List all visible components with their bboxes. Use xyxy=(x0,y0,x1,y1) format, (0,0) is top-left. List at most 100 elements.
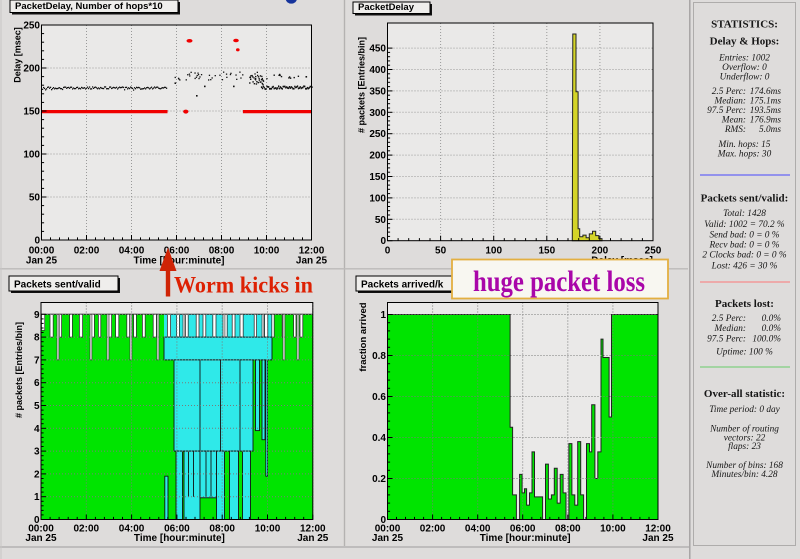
svg-text:450: 450 xyxy=(369,44,386,55)
svg-text:Lost: 426 = 30 %: Lost: 426 = 30 % xyxy=(711,262,778,272)
svg-text:100: 100 xyxy=(23,150,40,161)
svg-text:02:00: 02:00 xyxy=(420,524,446,535)
svg-text:PacketDelay: PacketDelay xyxy=(358,2,415,13)
svg-text:250: 250 xyxy=(23,21,40,32)
svg-text:Min. hops: 15: Min. hops: 15 xyxy=(718,140,771,150)
svg-text:Valid: 1002 = 70.2 %: Valid: 1002 = 70.2 % xyxy=(704,220,785,230)
svg-text:193.5ms: 193.5ms xyxy=(750,106,782,116)
svg-text:Jan 25: Jan 25 xyxy=(25,533,57,544)
svg-text:# packets [Entries/bin]: # packets [Entries/bin] xyxy=(357,37,367,133)
svg-text:250: 250 xyxy=(369,129,386,140)
svg-text:Over-all statistic:: Over-all statistic: xyxy=(704,388,785,400)
svg-text:Underflow: 0: Underflow: 0 xyxy=(720,72,770,83)
svg-text:00:00: 00:00 xyxy=(28,524,54,535)
svg-text:200: 200 xyxy=(592,246,609,257)
svg-text:100.0%: 100.0% xyxy=(752,335,781,345)
svg-text:10:00: 10:00 xyxy=(254,246,280,257)
svg-text:Time [hour:minute]: Time [hour:minute] xyxy=(134,533,225,544)
svg-text:Jan 25: Jan 25 xyxy=(372,533,404,544)
svg-text:Max. hops: 30: Max. hops: 30 xyxy=(717,150,772,160)
svg-text:Packets arrived/k: Packets arrived/k xyxy=(361,280,444,291)
svg-text:50: 50 xyxy=(375,215,387,226)
svg-text:Jan 25: Jan 25 xyxy=(297,533,329,544)
svg-text:02:00: 02:00 xyxy=(74,524,100,535)
svg-text:Packets lost:: Packets lost: xyxy=(715,298,774,310)
svg-text:97.5 Perc:: 97.5 Perc: xyxy=(707,335,746,345)
svg-text:0: 0 xyxy=(380,236,386,247)
svg-text:# packets [Entries/bin]: # packets [Entries/bin] xyxy=(14,322,24,418)
svg-text:08:00: 08:00 xyxy=(209,246,235,257)
svg-text:0: 0 xyxy=(385,246,391,257)
svg-text:250: 250 xyxy=(645,246,662,257)
svg-text:04:00: 04:00 xyxy=(465,524,491,535)
svg-text:Minutes/bin: 4.28: Minutes/bin: 4.28 xyxy=(710,470,777,480)
svg-text:Number of bins: 168: Number of bins: 168 xyxy=(705,460,783,471)
svg-text:0: 0 xyxy=(34,236,40,247)
svg-text:8: 8 xyxy=(34,333,40,344)
svg-text:vectors: 22: vectors: 22 xyxy=(724,434,766,444)
svg-text:Recv bad: 0 = 0 %: Recv bad: 0 = 0 % xyxy=(708,241,779,251)
svg-text:400: 400 xyxy=(369,65,386,76)
svg-text:10:00: 10:00 xyxy=(600,524,626,535)
svg-text:STATISTICS:: STATISTICS: xyxy=(711,19,778,31)
svg-text:Time period: 0 day: Time period: 0 day xyxy=(709,405,780,415)
svg-text:350: 350 xyxy=(369,86,386,97)
svg-text:300: 300 xyxy=(369,108,386,119)
svg-text:175.1ms: 175.1ms xyxy=(750,97,782,107)
svg-text:200: 200 xyxy=(369,151,386,162)
svg-text:0: 0 xyxy=(34,515,40,526)
svg-text:0: 0 xyxy=(380,515,386,526)
svg-text:00:00: 00:00 xyxy=(29,246,55,257)
svg-text:150: 150 xyxy=(23,107,40,118)
svg-text:Jan 25: Jan 25 xyxy=(26,256,58,267)
svg-text:0.0%: 0.0% xyxy=(762,314,782,324)
svg-text:6: 6 xyxy=(34,378,40,389)
svg-text:100: 100 xyxy=(369,193,386,204)
svg-text:Number of routing: Number of routing xyxy=(709,424,779,435)
svg-text:Entries: 1002: Entries: 1002 xyxy=(718,54,770,64)
svg-text:150: 150 xyxy=(538,246,555,257)
svg-text:Overflow: 0: Overflow: 0 xyxy=(722,62,767,73)
svg-text:200: 200 xyxy=(23,64,40,75)
svg-text:1: 1 xyxy=(34,492,40,503)
svg-text:5.0ms: 5.0ms xyxy=(759,125,781,135)
svg-text:06:00: 06:00 xyxy=(164,524,190,535)
svg-text:RMS:: RMS: xyxy=(724,125,746,135)
svg-text:Send bad: 0 = 0 %: Send bad: 0 = 0 % xyxy=(709,231,779,241)
svg-text:huge packet loss: huge packet loss xyxy=(473,265,645,298)
svg-text:Mean:: Mean: xyxy=(721,116,746,126)
svg-text:Median:: Median: xyxy=(714,97,747,107)
svg-text:2.5 Perc:: 2.5 Perc: xyxy=(712,314,746,324)
svg-text:Uptime: 100 %: Uptime: 100 % xyxy=(716,348,773,358)
svg-text:9: 9 xyxy=(34,310,40,321)
svg-text:06:00: 06:00 xyxy=(164,246,190,257)
svg-text:50: 50 xyxy=(435,246,447,257)
svg-text:0.6: 0.6 xyxy=(372,392,386,403)
svg-text:flaps: 23: flaps: 23 xyxy=(728,441,761,452)
svg-text:7: 7 xyxy=(34,355,40,366)
svg-text:0.8: 0.8 xyxy=(372,351,386,362)
svg-text:12:00: 12:00 xyxy=(300,524,326,535)
svg-text:3: 3 xyxy=(34,447,40,458)
svg-text:Median:: Median: xyxy=(714,324,747,334)
svg-text:4: 4 xyxy=(34,424,40,435)
svg-text:2: 2 xyxy=(34,469,40,480)
svg-text:02:00: 02:00 xyxy=(74,246,100,257)
svg-text:Total: 1428: Total: 1428 xyxy=(723,209,766,219)
svg-text:100: 100 xyxy=(485,246,502,257)
svg-text:5: 5 xyxy=(34,401,40,412)
svg-text:1: 1 xyxy=(380,310,386,321)
svg-text:Time [hour:minute]: Time [hour:minute] xyxy=(134,256,225,267)
svg-text:Packets sent/valid: Packets sent/valid xyxy=(14,280,101,291)
svg-text:50: 50 xyxy=(29,193,41,204)
svg-text:Jan 25: Jan 25 xyxy=(642,533,674,544)
svg-text:0.4: 0.4 xyxy=(372,433,386,444)
svg-text:174.6ms: 174.6ms xyxy=(750,87,782,97)
svg-text:10:00: 10:00 xyxy=(255,524,281,535)
svg-text:Delay & Hops:: Delay & Hops: xyxy=(710,36,780,48)
svg-text:00:00: 00:00 xyxy=(375,524,401,535)
svg-text:Delay [msec]: Delay [msec] xyxy=(13,27,23,83)
svg-text:08:00: 08:00 xyxy=(555,524,581,535)
svg-text:2.5 Perc:: 2.5 Perc: xyxy=(712,87,746,97)
svg-text:0.0%: 0.0% xyxy=(762,324,782,334)
